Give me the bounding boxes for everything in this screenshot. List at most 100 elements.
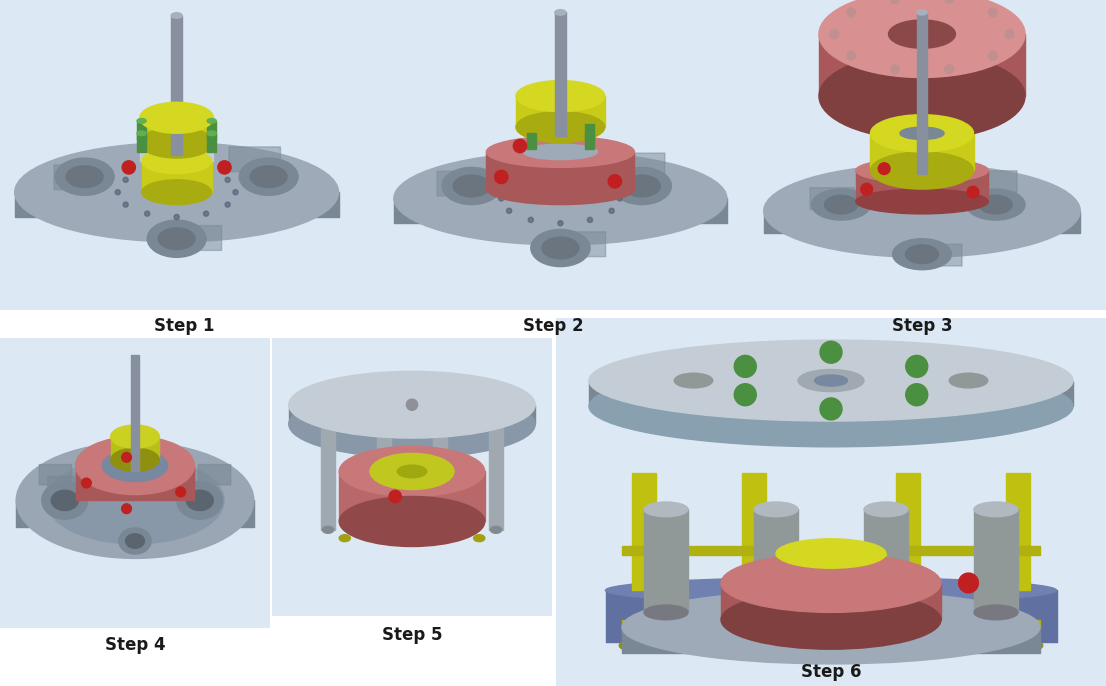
Circle shape (122, 453, 132, 462)
Ellipse shape (289, 391, 535, 458)
Ellipse shape (917, 10, 927, 15)
Circle shape (225, 177, 230, 182)
Ellipse shape (856, 158, 989, 183)
Bar (377, 424, 392, 530)
Ellipse shape (142, 149, 211, 174)
Bar (139, 143, 213, 161)
Ellipse shape (126, 534, 145, 548)
Circle shape (513, 139, 526, 153)
Ellipse shape (139, 127, 213, 158)
Ellipse shape (51, 490, 79, 510)
Bar (864, 510, 908, 613)
Circle shape (204, 211, 209, 216)
Ellipse shape (239, 158, 299, 196)
FancyBboxPatch shape (437, 171, 489, 196)
Ellipse shape (754, 605, 799, 619)
Circle shape (218, 161, 231, 174)
FancyBboxPatch shape (48, 476, 80, 497)
FancyBboxPatch shape (810, 188, 854, 209)
Circle shape (890, 64, 899, 73)
Bar (137, 121, 146, 139)
Ellipse shape (818, 0, 1025, 78)
Bar (489, 424, 503, 530)
Ellipse shape (870, 115, 973, 152)
Circle shape (847, 51, 856, 60)
Ellipse shape (394, 465, 430, 477)
Ellipse shape (139, 102, 213, 133)
Ellipse shape (824, 196, 857, 214)
Ellipse shape (885, 122, 959, 144)
Bar (856, 171, 989, 202)
Circle shape (820, 341, 842, 363)
Circle shape (389, 490, 401, 503)
Ellipse shape (487, 174, 635, 204)
Circle shape (967, 187, 979, 198)
Circle shape (123, 177, 128, 182)
Bar (289, 405, 535, 424)
Bar (585, 124, 594, 139)
Ellipse shape (624, 175, 660, 197)
Ellipse shape (323, 526, 334, 533)
Bar (896, 473, 920, 591)
Circle shape (557, 171, 563, 176)
Ellipse shape (158, 228, 195, 250)
Ellipse shape (517, 80, 605, 112)
Circle shape (587, 217, 593, 222)
Ellipse shape (974, 605, 1018, 619)
Ellipse shape (675, 373, 712, 388)
Circle shape (122, 161, 135, 174)
Bar (17, 500, 253, 526)
Circle shape (989, 8, 998, 17)
FancyBboxPatch shape (272, 338, 552, 616)
Ellipse shape (371, 453, 453, 490)
FancyBboxPatch shape (54, 165, 105, 190)
Ellipse shape (394, 152, 727, 245)
Circle shape (734, 355, 757, 377)
FancyBboxPatch shape (918, 244, 962, 266)
Circle shape (225, 202, 230, 207)
Ellipse shape (776, 539, 886, 568)
Ellipse shape (605, 578, 1056, 603)
Circle shape (860, 183, 873, 195)
Ellipse shape (888, 20, 956, 48)
Bar (142, 161, 211, 192)
Bar (340, 471, 484, 521)
Bar (622, 619, 1040, 629)
FancyBboxPatch shape (229, 147, 281, 172)
Circle shape (608, 175, 622, 188)
Bar (764, 211, 1081, 233)
Circle shape (609, 183, 614, 189)
Bar (1005, 473, 1030, 591)
Ellipse shape (764, 165, 1081, 257)
Ellipse shape (856, 189, 989, 214)
Ellipse shape (589, 366, 1073, 447)
Bar (622, 627, 1040, 653)
Ellipse shape (397, 465, 427, 477)
Text: Step 4: Step 4 (105, 636, 165, 654)
Ellipse shape (137, 119, 146, 123)
Ellipse shape (207, 131, 217, 136)
Circle shape (174, 165, 179, 170)
Circle shape (176, 487, 186, 497)
Ellipse shape (818, 53, 1025, 139)
Ellipse shape (42, 482, 87, 519)
Bar (75, 466, 195, 500)
Bar (321, 424, 335, 530)
Ellipse shape (776, 576, 886, 605)
Bar (870, 133, 973, 171)
Circle shape (878, 163, 890, 174)
Circle shape (989, 51, 998, 60)
Bar (622, 546, 1040, 556)
Ellipse shape (340, 497, 484, 547)
Ellipse shape (864, 502, 908, 517)
Text: Step 1: Step 1 (154, 317, 215, 335)
Ellipse shape (812, 189, 870, 220)
Ellipse shape (473, 534, 484, 542)
Bar (644, 510, 688, 613)
Ellipse shape (974, 502, 1018, 517)
Ellipse shape (799, 370, 864, 392)
Circle shape (204, 168, 209, 174)
Ellipse shape (721, 554, 941, 613)
Bar (917, 12, 927, 174)
FancyBboxPatch shape (0, 0, 368, 310)
